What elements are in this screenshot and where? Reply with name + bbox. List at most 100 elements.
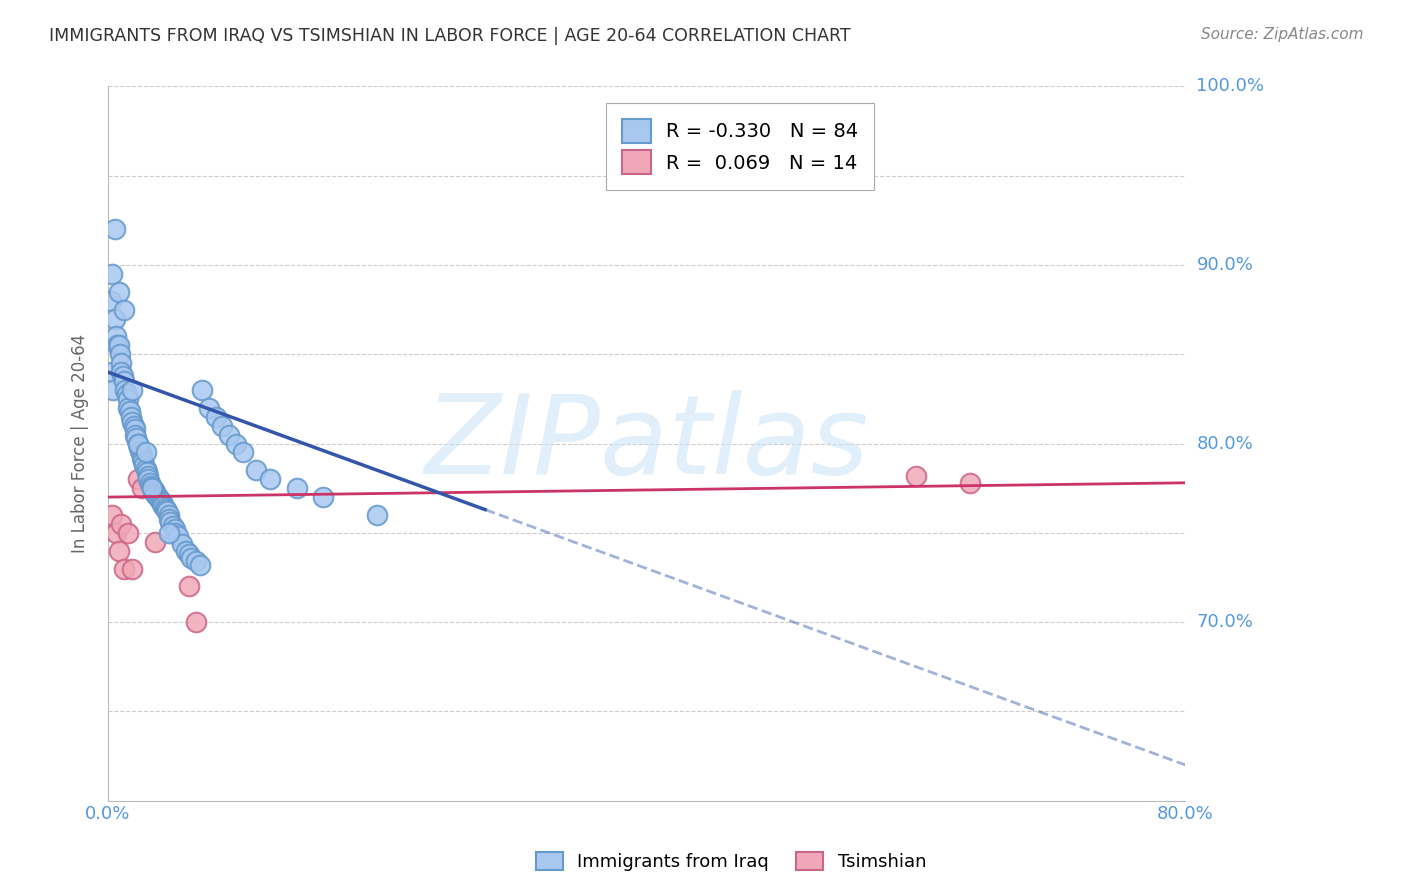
Point — [157, 525, 180, 540]
Point — [127, 436, 149, 450]
Point — [104, 311, 127, 326]
Point — [162, 518, 184, 533]
Point — [117, 392, 139, 406]
Point — [138, 472, 160, 486]
Text: 80.0%: 80.0% — [1197, 434, 1253, 452]
Point — [114, 383, 136, 397]
Point — [157, 508, 180, 522]
Point — [112, 374, 135, 388]
Legend: Immigrants from Iraq, Tsimshian: Immigrants from Iraq, Tsimshian — [529, 845, 934, 879]
Point — [204, 409, 226, 424]
Point — [285, 481, 308, 495]
Point — [110, 516, 132, 531]
Point — [110, 365, 132, 379]
Point — [138, 475, 160, 490]
Point — [105, 525, 128, 540]
Point — [170, 536, 193, 550]
Point — [145, 488, 167, 502]
Point — [134, 458, 156, 472]
Point — [115, 386, 138, 401]
Point — [120, 409, 142, 424]
Text: IMMIGRANTS FROM IRAQ VS TSIMSHIAN IN LABOR FORCE | AGE 20-64 CORRELATION CHART: IMMIGRANTS FROM IRAQ VS TSIMSHIAN IN LAB… — [49, 27, 851, 45]
Point — [198, 401, 221, 415]
Point — [905, 468, 928, 483]
Point — [141, 481, 163, 495]
Point — [138, 468, 160, 483]
Point — [165, 522, 187, 536]
Point — [184, 554, 207, 568]
Point — [127, 436, 149, 450]
Point — [117, 525, 139, 540]
Point — [118, 404, 141, 418]
Point — [132, 454, 155, 468]
Point — [107, 285, 129, 299]
Point — [122, 418, 145, 433]
Point — [104, 222, 127, 236]
Point — [232, 445, 254, 459]
Point — [159, 515, 181, 529]
Text: Source: ZipAtlas.com: Source: ZipAtlas.com — [1201, 27, 1364, 42]
Point — [174, 543, 197, 558]
Point — [156, 504, 179, 518]
Point — [112, 561, 135, 575]
Point — [108, 347, 131, 361]
Point — [153, 500, 176, 515]
Point — [112, 302, 135, 317]
Point — [121, 415, 143, 429]
Point — [312, 490, 335, 504]
Point — [136, 465, 159, 479]
Point — [124, 427, 146, 442]
Point — [135, 445, 157, 459]
Point — [184, 615, 207, 629]
Point — [143, 484, 166, 499]
Text: ZIPatlas: ZIPatlas — [425, 390, 869, 497]
Point — [177, 547, 200, 561]
Point — [124, 422, 146, 436]
Text: 90.0%: 90.0% — [1197, 256, 1253, 274]
Point — [121, 561, 143, 575]
Point — [131, 450, 153, 465]
Point — [180, 550, 202, 565]
Point — [366, 508, 388, 522]
Point — [259, 472, 281, 486]
Point — [191, 383, 214, 397]
Point — [125, 431, 148, 445]
Point — [107, 338, 129, 352]
Text: 70.0%: 70.0% — [1197, 613, 1253, 631]
Point — [218, 427, 240, 442]
Point — [117, 401, 139, 415]
Point — [150, 497, 173, 511]
Point — [141, 481, 163, 495]
Point — [150, 495, 173, 509]
Point — [128, 440, 150, 454]
Point — [129, 443, 152, 458]
Point — [139, 479, 162, 493]
Point — [107, 338, 129, 352]
Point — [121, 383, 143, 397]
Point — [148, 491, 170, 506]
Point — [131, 481, 153, 495]
Point — [165, 525, 187, 540]
Point — [167, 529, 190, 543]
Point — [225, 436, 247, 450]
Point — [177, 579, 200, 593]
Y-axis label: In Labor Force | Age 20-64: In Labor Force | Age 20-64 — [72, 334, 89, 553]
Legend: R = -0.330   N = 84, R =  0.069   N = 14: R = -0.330 N = 84, R = 0.069 N = 14 — [606, 103, 875, 190]
Point — [110, 356, 132, 370]
Point — [245, 463, 267, 477]
Point — [127, 472, 149, 486]
Point — [135, 461, 157, 475]
Point — [101, 267, 124, 281]
Point — [157, 511, 180, 525]
Point — [152, 499, 174, 513]
Point — [143, 534, 166, 549]
Point — [101, 365, 124, 379]
Point — [101, 508, 124, 522]
Point — [142, 483, 165, 497]
Text: 100.0%: 100.0% — [1197, 78, 1264, 95]
Point — [100, 293, 122, 308]
Point — [959, 475, 981, 490]
Point — [155, 502, 177, 516]
Point — [111, 368, 134, 383]
Point — [146, 490, 169, 504]
